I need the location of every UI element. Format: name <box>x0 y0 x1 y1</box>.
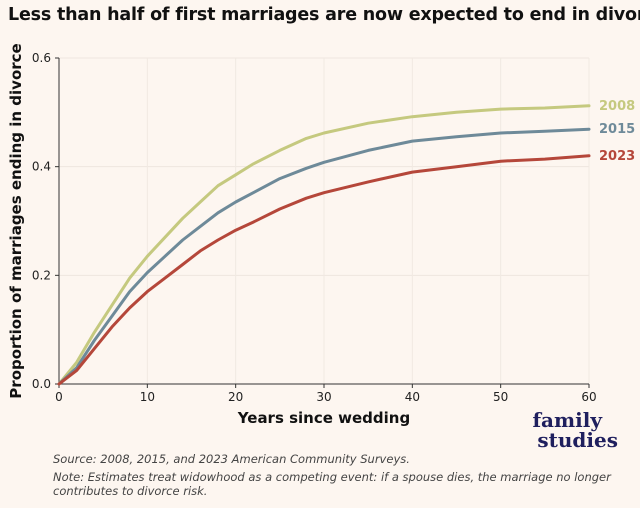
x-tick-label: 10 <box>140 390 155 404</box>
y-tick-label: 0.4 <box>32 160 51 174</box>
source-note: Source: 2008, 2015, and 2023 American Co… <box>53 452 410 466</box>
axes <box>55 57 590 388</box>
series-labels: 2008 2015 2023 <box>599 99 635 164</box>
logo-line-1: family <box>532 408 602 432</box>
x-tick-label: 20 <box>228 390 243 404</box>
x-tick-label: 60 <box>581 390 596 404</box>
x-tick-label: 50 <box>493 390 508 404</box>
series-label-2015: 2015 <box>599 122 635 137</box>
series-label-2023: 2023 <box>599 149 635 164</box>
y-axis-label: Proportion of marriages ending in divorc… <box>7 43 25 398</box>
series-lines <box>57 104 591 386</box>
family-studies-logo: family studies <box>532 410 618 450</box>
x-tick-label: 0 <box>55 390 63 404</box>
series-line-2015 <box>57 127 591 386</box>
series-line-2023 <box>57 154 591 386</box>
chart-title: Less than half of first marriages are no… <box>8 5 640 25</box>
y-tick-label: 0.2 <box>32 268 51 282</box>
series-label-2008: 2008 <box>599 99 635 114</box>
x-tick-label: 30 <box>316 390 331 404</box>
x-tick-label: 40 <box>405 390 420 404</box>
x-axis-label: Years since wedding <box>237 409 410 427</box>
gridlines <box>58 57 590 385</box>
methodology-note: Note: Estimates treat widowhood as a com… <box>53 470 611 498</box>
y-tick-label: 0.0 <box>32 377 51 391</box>
x-tick-labels: 0 10 20 30 40 50 60 <box>55 390 596 404</box>
y-tick-label: 0.6 <box>32 51 51 65</box>
series-line-2008 <box>57 104 591 386</box>
y-tick-labels: 0.0 0.2 0.4 0.6 <box>32 51 51 391</box>
logo-line-2: studies <box>537 428 618 452</box>
